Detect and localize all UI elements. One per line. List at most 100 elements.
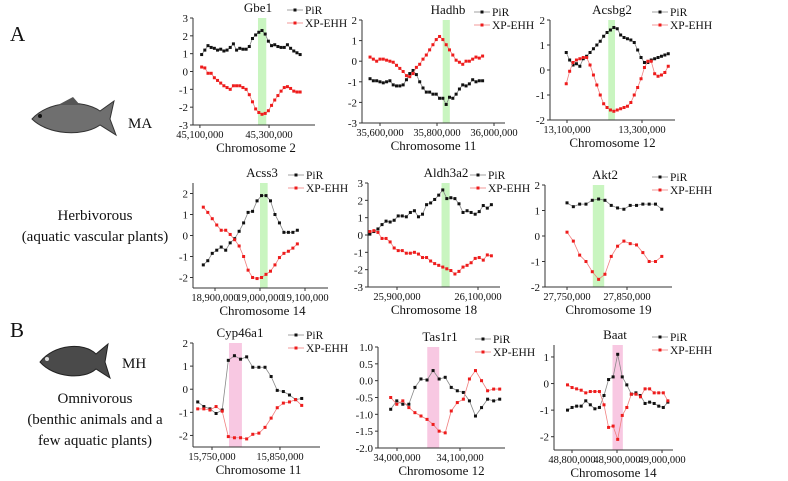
x-axis-label: Chromosome 12 [398,463,484,478]
highlight-band [427,347,440,448]
xpehh-point [215,223,219,227]
legend-xpehh-label: XP-EHH [670,345,712,357]
pir-point [421,86,425,90]
xpehh-point [477,256,481,260]
pir-point [273,213,277,216]
xpehh-point [431,422,435,426]
y-tick-label: 1 [358,213,364,225]
xpehh-point [231,84,235,88]
pir-point [225,48,229,52]
xpehh-point [653,260,657,263]
pir-point [647,202,651,206]
legend-xpehh-label: XP-EHH [670,20,712,32]
pir-point [237,229,241,233]
pir-point [461,210,465,214]
xpehh-point [615,108,619,112]
pir-point [492,399,496,403]
pir-point [656,56,660,59]
xpehh-point [212,76,216,80]
pir-point [455,389,459,393]
xpehh-point [607,425,611,429]
pir-point [232,354,236,358]
pir-point [238,46,242,50]
pir-point [264,194,268,198]
xpehh-point [209,71,213,75]
xpehh-point [401,399,405,403]
pir-point [620,375,624,379]
y-tick-label: -1 [354,247,363,259]
xpehh-point [641,251,645,255]
pir-point [276,45,280,49]
xpehh-point [571,61,575,64]
xpehh-point [266,109,270,113]
chart-baat: -2 -1 0 1 48,800,00048,900,00049,000,000Chro… [540,327,712,480]
xpehh-point [638,395,642,399]
pir-point [566,408,570,412]
pir-point [396,214,400,218]
pir-point [413,385,417,389]
pir-point [474,80,478,84]
xpehh-point [242,255,246,258]
y-tick-label: -2 [179,430,188,442]
x-axis-label: Chromosome 11 [216,462,302,477]
pir-point [371,79,375,83]
x-axis-label: Chromosome 14 [219,303,306,318]
chart-title: Tas1r1 [422,329,457,344]
legend-pir-marker [476,173,480,177]
xpehh-point [639,77,643,81]
pir-point [635,203,639,207]
xpehh-point [575,387,579,391]
xpehh-point [445,267,449,271]
xpehh-point [568,69,572,73]
pir-point [392,218,396,222]
xpehh-point [219,228,223,232]
xpehh-point [368,55,372,59]
chart-aldh3a2: -3 -2 -1 0 1 2 3 25,900,000 26,100,000Chromosome… [354,165,530,317]
pir-point [228,45,232,49]
xpehh-point [449,409,453,413]
pir-point [608,28,612,32]
xpehh-point [438,34,442,38]
xpehh-point [291,246,295,250]
legend-xpehh-marker [476,186,480,190]
pir-point [666,52,670,56]
pir-point [588,51,592,54]
pir-point [473,414,477,418]
pir-point [219,245,223,249]
pir-line [566,198,663,210]
xpehh-point [636,86,640,89]
chart-tas1r1: -2.0 -1.5 -1.0 -0.5 0.0 0.5 1.0 34,000,000 34,10… [356,329,536,478]
pir-point [431,92,435,96]
pir-point [255,199,259,203]
pir-point [485,206,489,210]
pir-point [615,27,619,31]
pir-point [622,207,626,211]
chart-title: Acsbg2 [592,2,632,17]
xpehh-point [579,388,583,392]
xpehh-point [581,56,585,59]
pir-point [605,31,609,34]
pir-point [407,402,411,406]
legend-xpehh-label: XP-EHH [305,18,347,30]
pir-point [433,197,437,201]
xpehh-point [206,210,210,214]
pir-point [619,33,623,37]
xpehh-point [625,104,629,108]
xpehh-point [295,90,299,94]
pir-point [616,206,620,210]
x-tick-label: 19,100,000 [281,293,328,304]
y-tick-label: 0 [358,230,364,242]
pir-point [471,78,475,82]
y-tick-label: -0.5 [356,393,374,405]
xpehh-point [591,73,595,77]
legend-xpehh-marker [294,346,298,350]
y-tick-label: 0 [352,56,358,68]
chart-title: Hadhb [431,2,466,17]
xpehh-point [421,256,425,260]
pir-point [653,57,657,61]
pir-point [441,96,445,100]
xpehh-point [629,101,633,104]
x-tick-label: 48,800,000 [548,455,595,466]
